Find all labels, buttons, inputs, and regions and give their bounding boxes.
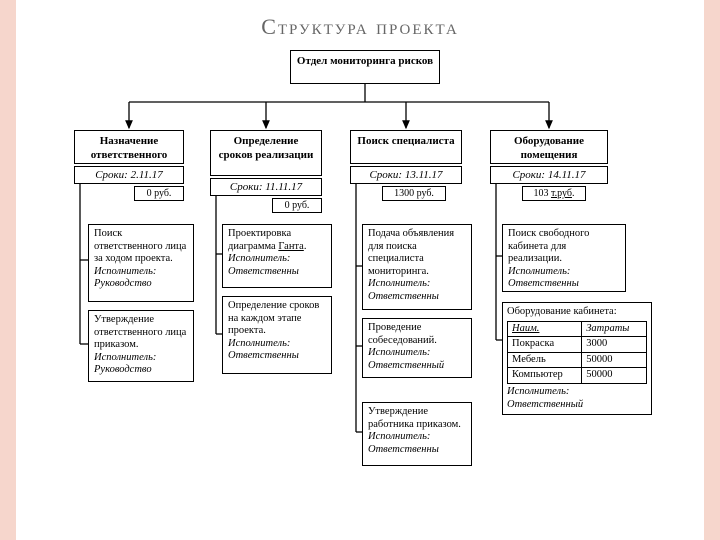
branch-2-task-2-exec: Исполнитель: Ответственны (228, 338, 299, 362)
branch-1-label: Назначение ответственного (91, 135, 168, 161)
branch-4-deadline: Сроки: 14.11.17 (490, 166, 608, 184)
branch-1-task-2: Утверждение ответственного лица приказом… (88, 310, 194, 382)
left-accent-band (0, 0, 16, 540)
branch-2-task-2-text: Определение сроков на каждом этапе проек… (228, 300, 319, 336)
branch-2-task-1: Проектировка диаграмма Ганта. Исполнител… (222, 224, 332, 288)
branch-1-task-1-text: Поиск ответственного лица за ходом проек… (94, 228, 186, 264)
branch-3-task-3-exec: Исполнитель: Ответственны (368, 431, 439, 455)
table-row: Покраска3000 (508, 337, 647, 353)
branch-3-deadline: Сроки: 13.11.17 (350, 166, 462, 184)
branch-3-task-2-exec: Исполнитель: Ответственный (368, 347, 444, 371)
root-label: Отдел мониторинга рисков (297, 55, 433, 67)
branch-2-task-1-text: Проектировка диаграмма Ганта. (228, 228, 306, 252)
branch-3: Поиск специалиста (350, 130, 462, 164)
branch-3-task-1-exec: Исполнитель: Ответственны (368, 278, 439, 302)
branch-3-task-1: Подача объявления для поиска специалиста… (362, 224, 472, 310)
branch-4-task-1-text: Поиск свободного кабинета для реализации… (508, 228, 589, 264)
branch-1-task-2-exec: Исполнитель: Руководство (94, 352, 156, 376)
branch-4: Оборудование помещения (490, 130, 608, 164)
branch-1: Назначение ответственного (74, 130, 184, 164)
branch-2-task-2: Определение сроков на каждом этапе проек… (222, 296, 332, 374)
branch-3-task-1-text: Подача объявления для поиска специалиста… (368, 228, 454, 277)
branch-3-task-2-text: Проведение собеседований. (368, 322, 437, 346)
branch-1-cost: 0 руб. (134, 186, 184, 201)
branch-3-cost: 1300 руб. (382, 186, 446, 201)
page-title: Структура проекта (0, 14, 720, 40)
equipment-exec: Исполнитель: Ответственный (507, 386, 647, 411)
branch-1-task-1: Поиск ответственного лица за ходом проек… (88, 224, 194, 302)
branch-1-task-1-exec: Исполнитель: Руководство (94, 266, 156, 290)
branch-4-cost: 103 т.руб. (522, 186, 586, 201)
branch-3-task-3: Утверждение работника приказом. Исполнит… (362, 402, 472, 466)
equipment-title: Оборудование кабинета: (507, 306, 647, 319)
branch-2-cost: 0 руб. (272, 198, 322, 213)
branch-4-equipment: Оборудование кабинета: Наим. Затраты Пок… (502, 302, 652, 415)
root-node: Отдел мониторинга рисков (290, 50, 440, 84)
branch-4-label: Оборудование помещения (514, 135, 584, 161)
branch-4-task-1: Поиск свободного кабинета для реализации… (502, 224, 626, 292)
equip-col-1: Наим. (512, 323, 539, 334)
branch-3-task-3-text: Утверждение работника приказом. (368, 406, 461, 430)
branch-4-task-1-exec: Исполнитель: Ответственны (508, 266, 579, 290)
table-row: Мебель50000 (508, 352, 647, 368)
branch-2-deadline: Сроки: 11.11.17 (210, 178, 322, 196)
table-row: Компьютер50000 (508, 368, 647, 384)
branch-3-label: Поиск специалиста (357, 135, 454, 147)
branch-1-task-2-text: Утверждение ответственного лица приказом… (94, 314, 186, 350)
branch-2: Определение сроков реализации (210, 130, 322, 176)
equip-col-2: Затраты (582, 321, 647, 337)
branch-2-task-1-exec: Исполнитель: Ответственны (228, 253, 299, 277)
equipment-table: Наим. Затраты Покраска3000 Мебель50000 К… (507, 321, 647, 384)
right-accent-band (704, 0, 720, 540)
branch-3-task-2: Проведение собеседований. Исполнитель: О… (362, 318, 472, 378)
branch-1-deadline: Сроки: 2.11.17 (74, 166, 184, 184)
branch-2-label: Определение сроков реализации (219, 135, 314, 161)
